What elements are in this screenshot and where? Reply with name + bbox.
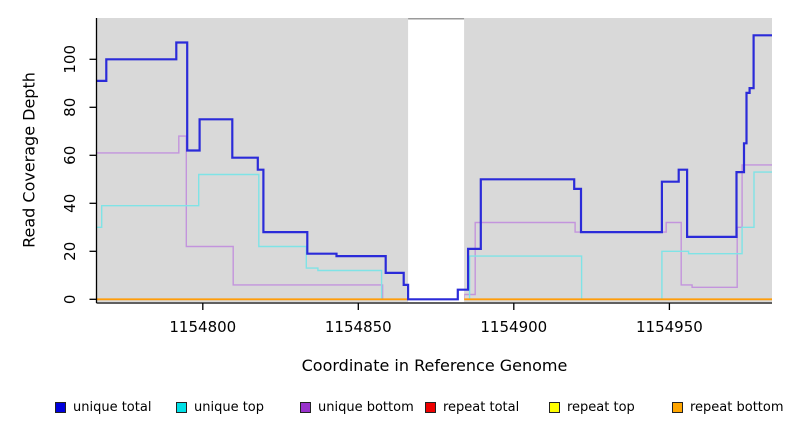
- x-axis-title: Coordinate in Reference Genome: [301, 356, 568, 375]
- series-line-unique-bottom: [97, 135, 772, 300]
- x-tick-label: 1154800: [169, 318, 236, 336]
- legend-swatch-icon: [55, 402, 66, 413]
- legend-item-repeat-top: repeat top: [549, 400, 635, 415]
- series-line-unique-total: [97, 34, 772, 301]
- y-axis-title: Read Coverage Depth: [19, 72, 39, 248]
- no-data-band: [408, 18, 465, 302]
- legend-swatch-icon: [425, 402, 436, 413]
- legend-item-unique-bottom: unique bottom: [300, 400, 414, 415]
- y-tick-label: 40: [61, 194, 79, 213]
- y-tick-label: 100: [61, 45, 79, 74]
- x-tick-label: 1154900: [480, 318, 547, 336]
- legend-label: repeat total: [443, 400, 520, 415]
- y-tick-label: 60: [61, 146, 79, 165]
- y-tick-label: 80: [61, 98, 79, 117]
- legend-swatch-icon: [549, 402, 560, 413]
- no-data-band-top-edge: [408, 18, 465, 20]
- legend-swatch-icon: [176, 402, 187, 413]
- legend-swatch-icon: [300, 402, 311, 413]
- legend-item-repeat-total: repeat total: [425, 400, 519, 415]
- legend-swatch-icon: [672, 402, 683, 413]
- y-tick-label: 20: [61, 242, 79, 261]
- legend-item-unique-total: unique total: [55, 400, 151, 415]
- legend-label: unique top: [194, 400, 265, 415]
- x-tick-label: 1154950: [636, 318, 703, 336]
- legend-label: unique bottom: [318, 400, 414, 415]
- legend-label: repeat bottom: [690, 400, 784, 415]
- y-tick-label: 0: [61, 295, 79, 305]
- legend-label: repeat top: [567, 400, 635, 415]
- legend-item-unique-top: unique top: [176, 400, 264, 415]
- legend-item-repeat-bottom: repeat bottom: [672, 400, 784, 415]
- x-tick-label: 1154850: [325, 318, 392, 336]
- legend-label: unique total: [73, 400, 152, 415]
